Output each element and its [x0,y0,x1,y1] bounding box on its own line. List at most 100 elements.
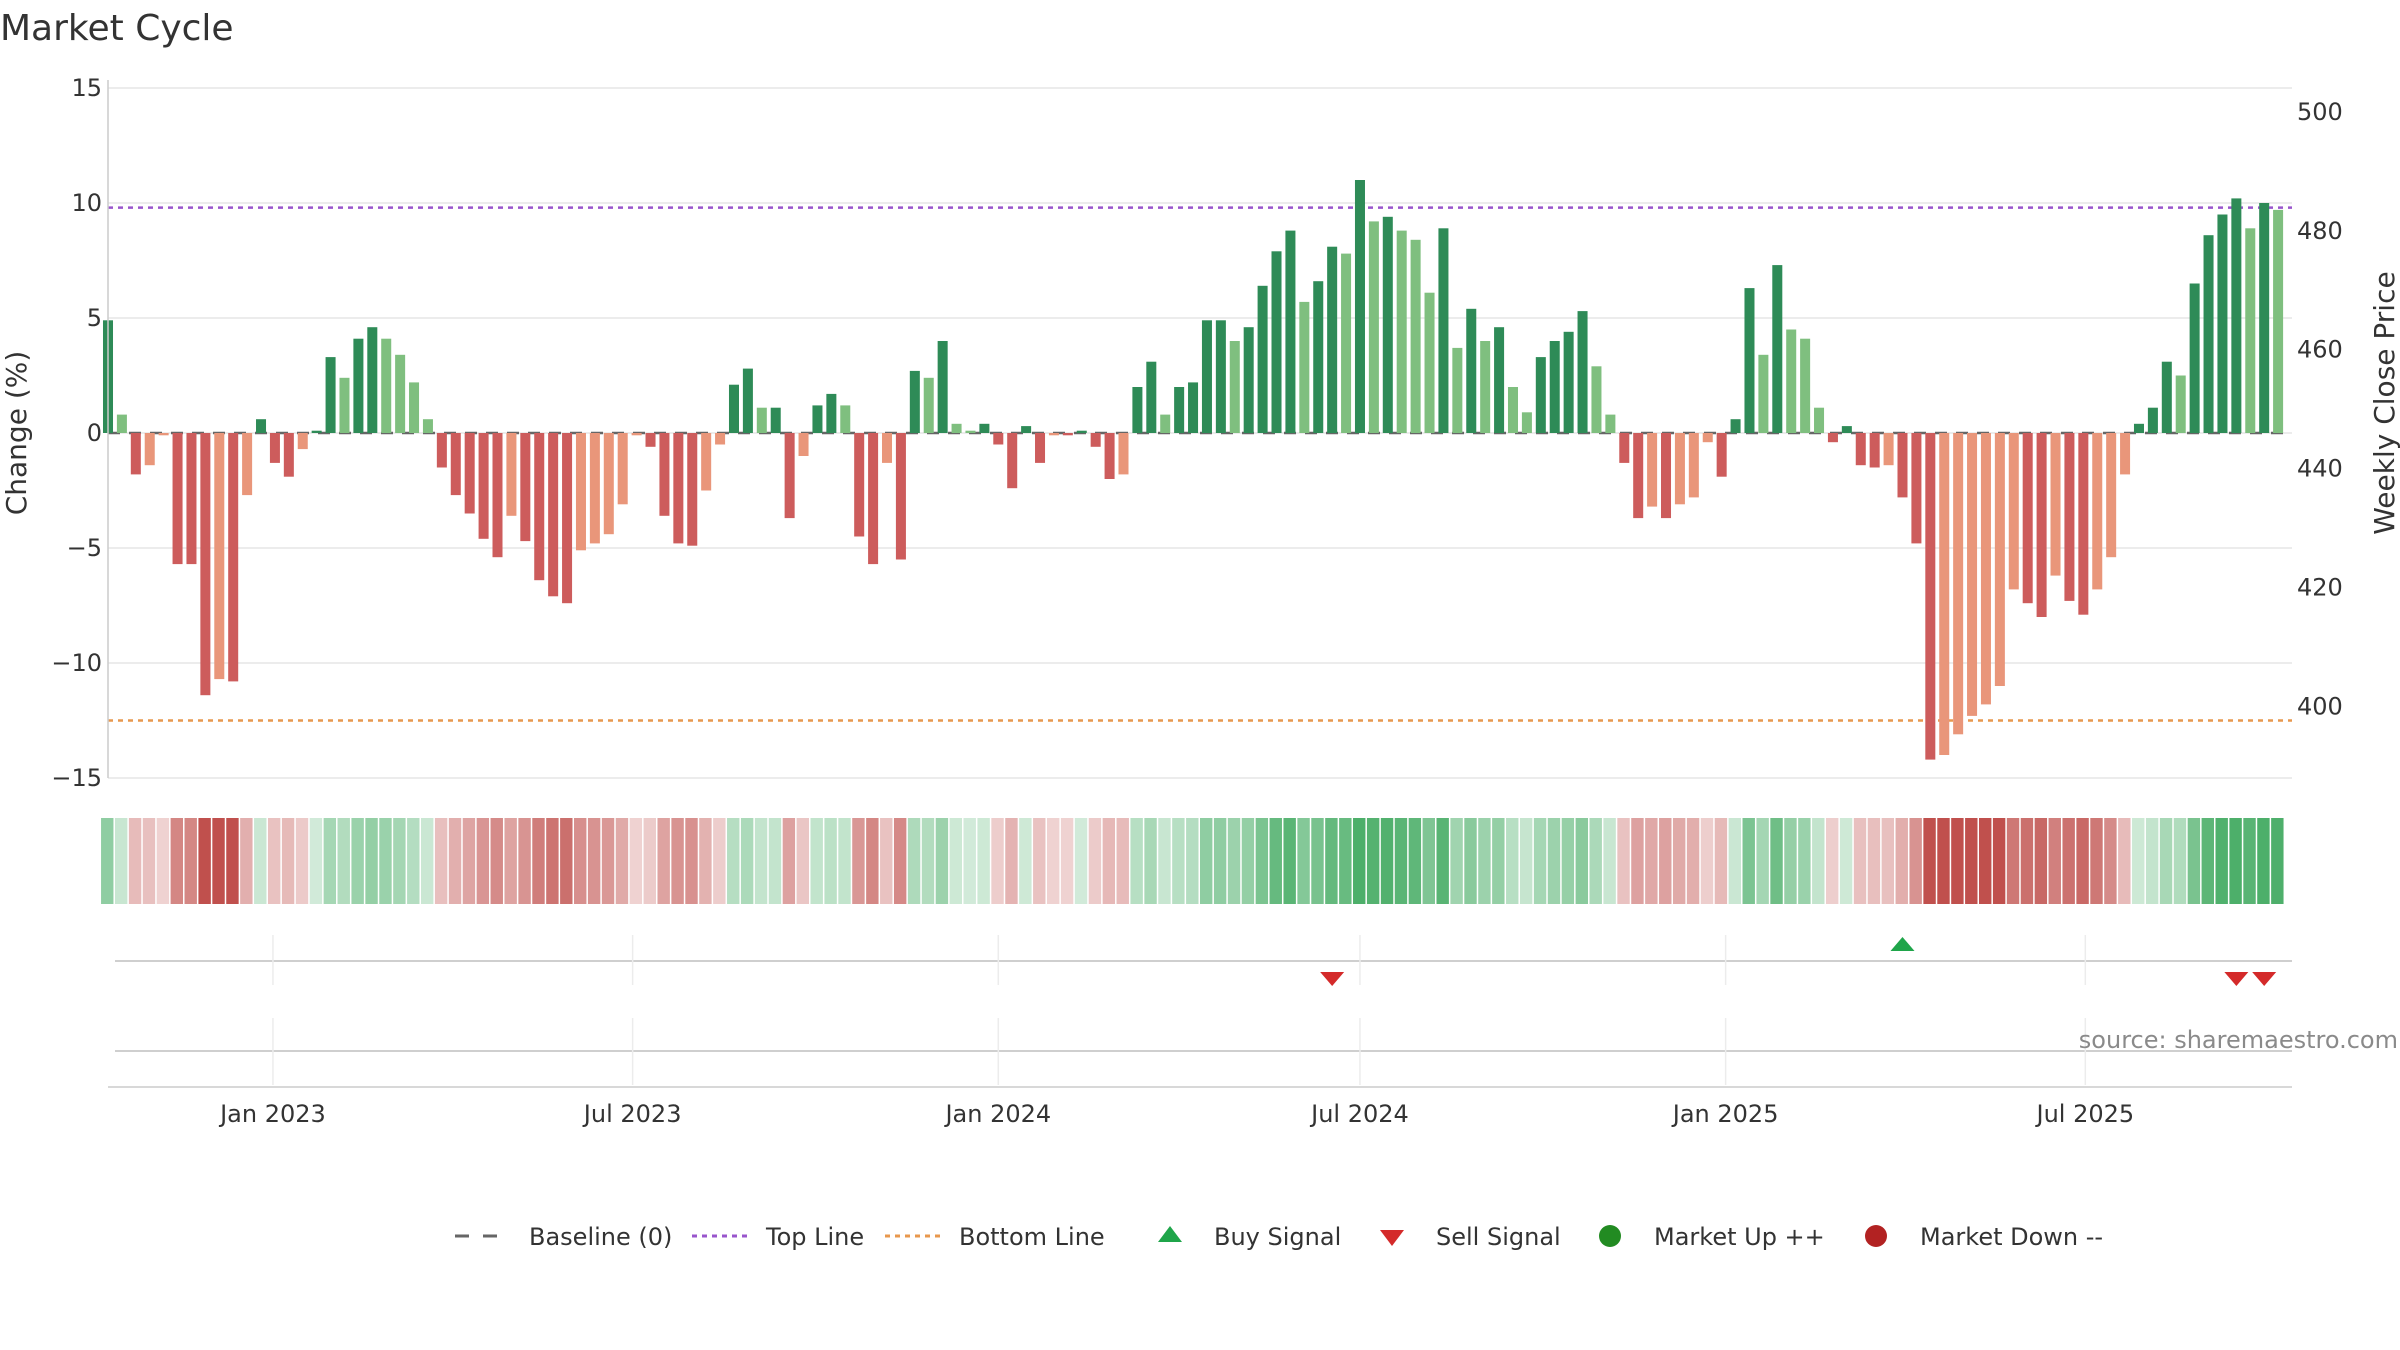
heat-strip [101,818,2284,904]
heat-strip-cell [921,818,935,904]
change-bar [436,433,447,468]
heat-strip-cell [1992,818,2006,904]
change-bar [840,405,851,433]
heat-strip-cell [142,818,156,904]
heat-strip-cell [671,818,684,904]
change-bar [2217,214,2228,433]
chart-title: Market Cycle [0,8,234,49]
change-bar [798,433,809,456]
y-tick-label-left: 0 [87,419,102,447]
heat-strip-cell [768,818,782,904]
change-bar [1730,419,1741,433]
heat-strip-cell [407,818,420,904]
change-bar [2078,433,2089,615]
heat-strip-cell [420,818,434,904]
heat-strip-cell [2118,818,2131,904]
legend-label: Bottom Line [959,1223,1105,1251]
change-bar [2064,433,2075,601]
heat-strip-cell [1714,818,1728,904]
heat-strip-cell [546,818,559,904]
heat-strip-cell [740,818,754,904]
change-bar [854,433,865,537]
heat-strip-cell [1700,818,1714,904]
heat-strip-cell [907,818,921,904]
change-bar [1633,433,1644,519]
change-bar [1647,433,1658,507]
heat-strip-cell [643,818,656,904]
heat-strip-cell [1172,818,1185,904]
heat-strip-cell [1686,818,1700,904]
change-bar [2245,228,2256,433]
heat-strip-cell [1728,818,1742,904]
change-bar [2050,433,2061,576]
change-bar [214,433,225,680]
heat-strip-cell [254,818,267,904]
legend-label: Sell Signal [1436,1223,1561,1251]
heat-strip-cell [1506,818,1519,904]
change-bar [1507,387,1519,433]
heat-strip-cell [1672,818,1686,904]
heat-strip-cell [1060,818,1074,904]
change-bar [256,419,267,433]
heat-strip-cell [1005,818,1018,904]
heat-strip-cell [754,818,768,904]
change-bar [1494,327,1505,433]
change-bar [1897,433,1908,498]
heat-strip-cell [1965,818,1978,904]
change-bar [464,433,475,514]
heat-strip-cell [1380,818,1394,904]
heat-strip-cell [2076,818,2089,904]
change-bar [297,433,308,450]
legend-circle-icon [1865,1225,1887,1247]
heat-strip-cell [2132,818,2145,904]
change-bar [575,433,586,551]
change-bar [909,370,920,433]
heat-strip-cell [1617,818,1630,904]
change-bar [1299,301,1310,433]
heat-strip-cell [1144,818,1157,904]
legend-item: Market Down -- [1865,1223,2103,1251]
heat-strip-cell [1269,818,1282,904]
change-bar [1174,387,1185,433]
heat-strip-cell [490,818,503,904]
heat-strip-cell [1297,818,1310,904]
heat-strip-cell [1492,818,1505,904]
change-bar [492,433,503,558]
change-bar [1021,426,1032,433]
change-bar [687,433,698,546]
change-bar [645,433,656,447]
change-bar [409,382,420,433]
y-tick-label-left: 10 [71,189,102,217]
change-bar [1758,354,1769,433]
y-tick-label-left: 5 [87,304,102,332]
x-tick-label: Jul 2024 [1309,1100,1409,1128]
heat-strip-cell [518,818,531,904]
change-bar [1382,216,1393,433]
change-bar [742,368,753,433]
heat-strip-cell [1825,818,1839,904]
legend-item: Top Line [692,1223,864,1251]
change-bar [144,433,155,466]
heat-strip-cell [866,818,879,904]
y-tick-label-right: 420 [2297,574,2343,602]
change-bar [1619,433,1630,463]
heat-strip-cell [1923,818,1936,904]
x-tick-label: Jul 2025 [2034,1100,2134,1128]
heat-strip-cell [1839,818,1853,904]
heat-strip-cell [2104,818,2117,904]
heat-strip-cell [1102,818,1116,904]
change-bar [116,414,127,433]
heat-strip-cell [101,818,114,904]
change-bar [1939,433,1950,755]
change-bar [603,433,614,535]
source-label: source: sharemaestro.com [2079,1026,2398,1054]
change-bar [2036,433,2047,617]
legend-label: Buy Signal [1214,1223,1341,1251]
heat-strip-cell [852,818,865,904]
change-bar [1605,414,1616,433]
heat-strip-cell [824,818,837,904]
change-bar [172,433,183,565]
heat-strip-cell [1589,818,1602,904]
heat-strip-cell [2020,818,2034,904]
heat-strip-cell [1742,818,1755,904]
